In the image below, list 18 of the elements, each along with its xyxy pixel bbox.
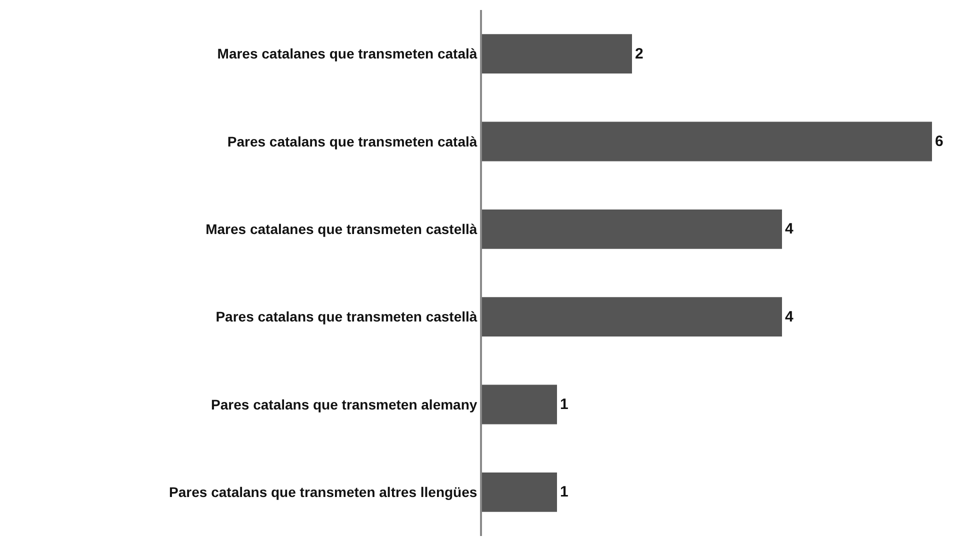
bar: [482, 209, 782, 249]
y-tick-label: Mares catalanes que transmeten castellà: [206, 221, 478, 238]
data-label: 1: [560, 484, 568, 501]
data-label: 1: [560, 396, 568, 414]
y-tick-label: Pares catalans que transmeten català: [227, 133, 478, 150]
y-tick-label: Pares catalans que transmeten castellà: [216, 308, 478, 325]
data-label: 4: [785, 220, 794, 238]
bar: [482, 34, 632, 74]
bar: [482, 122, 932, 162]
data-label: 2: [635, 45, 644, 62]
bar: [482, 384, 557, 424]
bar: [482, 472, 557, 512]
y-tick-label: Mares catalanes que transmeten català: [217, 46, 478, 62]
data-label: 4: [785, 308, 794, 326]
data-label: 6: [935, 133, 944, 150]
bar: [482, 297, 782, 337]
y-tick-label: Pares catalans que transmeten altres llengües: [169, 484, 478, 500]
y-tick-label: Pares catalans que transmeten alemany: [211, 396, 478, 412]
